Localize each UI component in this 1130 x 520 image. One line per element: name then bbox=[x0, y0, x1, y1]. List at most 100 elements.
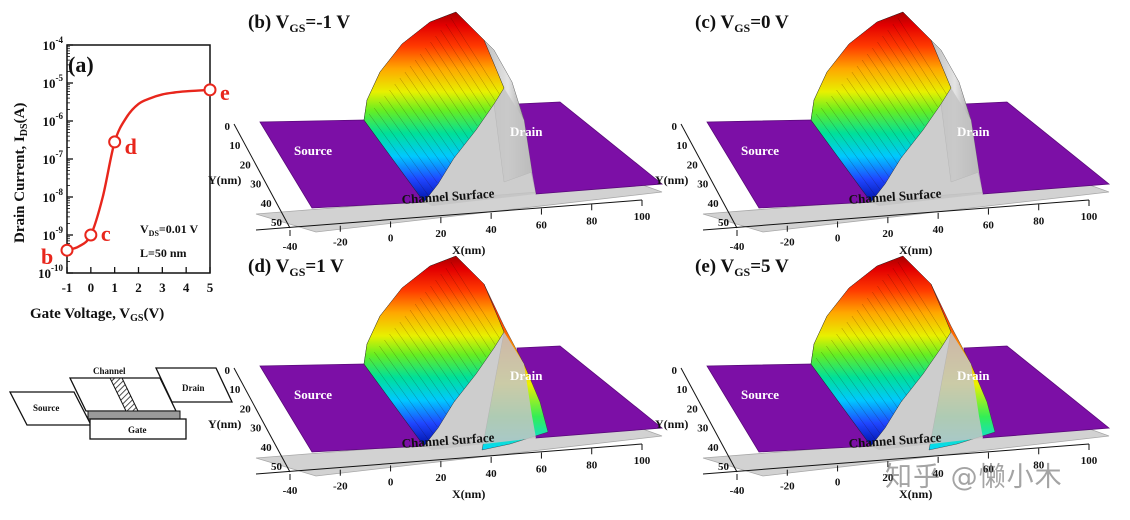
panel-a-label: (a) bbox=[68, 52, 94, 77]
x-tick-label: -40 bbox=[283, 485, 298, 497]
device-drain-label: Drain bbox=[182, 383, 205, 393]
panel-title: (e) VGS=5 V bbox=[695, 256, 789, 279]
iv-marker-c bbox=[84, 228, 98, 242]
iv-marker-e bbox=[203, 83, 217, 97]
x-tick-label: 60 bbox=[536, 464, 548, 476]
y-tick-label: 20 bbox=[240, 159, 252, 171]
drain-region-label: Drain bbox=[510, 124, 543, 139]
panel-title: (b) VGS=-1 V bbox=[248, 12, 350, 35]
y-tick-label: 30 bbox=[250, 179, 262, 191]
iv-y-tick-label: 10-5 bbox=[43, 73, 64, 91]
x-tick-label: 100 bbox=[634, 455, 651, 467]
gate-label: Gate bbox=[128, 425, 147, 435]
y-axis-line bbox=[233, 367, 291, 473]
iv-y-axis-label: Drain Current, IDS(A) bbox=[12, 103, 30, 243]
drain-region-label: Drain bbox=[957, 124, 990, 139]
drain-block bbox=[154, 367, 234, 403]
channel-surface-label: Channel Surface bbox=[848, 430, 942, 451]
surface-plot-c: -40 -20 0 20 40 60 80 100 0 10 20 30 40 50 X(nm) Y(nm) S… bbox=[655, 11, 1111, 257]
drain-surface bbox=[516, 101, 664, 195]
iv-marker-label-c: c bbox=[101, 221, 111, 246]
y-tick-label: 50 bbox=[718, 217, 730, 229]
y-tick-label: 10 bbox=[229, 140, 241, 152]
x-tick-label: -20 bbox=[333, 481, 348, 493]
x-tick-label: 40 bbox=[933, 224, 945, 236]
iv-marker-label-b: b bbox=[41, 244, 53, 269]
x-axis-label: X(nm) bbox=[899, 243, 932, 257]
source-region-label: Source bbox=[294, 387, 332, 402]
x-tick-label: 0 bbox=[388, 476, 394, 488]
surface-plot-d: -40 -20 0 20 40 60 80 100 0 10 20 30 40 50 X(nm) Y(nm) S… bbox=[208, 255, 664, 501]
iv-x-tick-label: 5 bbox=[207, 280, 214, 295]
x-tick-label: -40 bbox=[730, 241, 745, 253]
x-tick-label: 60 bbox=[983, 464, 995, 476]
x-tick-label: 100 bbox=[1081, 211, 1098, 223]
y-tick-label: 40 bbox=[261, 442, 273, 454]
y-tick-label: 50 bbox=[271, 217, 283, 229]
drain-region-label: Drain bbox=[957, 368, 990, 383]
x-axis-line bbox=[255, 443, 643, 475]
potential-ridge-top bbox=[810, 11, 952, 203]
x-tick-label: -40 bbox=[283, 241, 298, 253]
channel-surface-label: Channel Surface bbox=[848, 186, 942, 207]
y-tick-label: 40 bbox=[708, 198, 720, 210]
x-tick-label: 80 bbox=[586, 459, 598, 471]
iv-x-tick-label: -1 bbox=[62, 280, 73, 295]
x-axis-label: X(nm) bbox=[452, 243, 485, 257]
x-tick-label: -20 bbox=[333, 237, 348, 249]
x-tick-label: 20 bbox=[882, 228, 894, 240]
iv-x-tick-label: 1 bbox=[111, 280, 118, 295]
y-tick-label: 40 bbox=[261, 198, 273, 210]
gate-oxide bbox=[87, 410, 181, 420]
panel-title: (c) VGS=0 V bbox=[695, 12, 789, 35]
length-annotation: L=50 nm bbox=[140, 246, 187, 260]
x-tick-label: 20 bbox=[882, 472, 894, 484]
iv-x-axis-label: Gate Voltage, VGS(V) bbox=[30, 306, 164, 324]
x-axis-line bbox=[255, 199, 643, 231]
panel-title: (d) VGS=1 V bbox=[248, 256, 344, 279]
iv-y-tick-label: 10-7 bbox=[43, 149, 64, 167]
y-tick-label: 30 bbox=[697, 179, 709, 191]
x-tick-label: 0 bbox=[835, 232, 841, 244]
y-axis-line bbox=[680, 367, 738, 473]
vds-annotation: VDS=0.01 V bbox=[140, 222, 199, 238]
y-axis-label: Y(nm) bbox=[655, 417, 688, 431]
watermark: 知乎 @懒小木 bbox=[885, 462, 1063, 493]
iv-marker-label-e: e bbox=[220, 80, 230, 105]
y-tick-label: 20 bbox=[687, 403, 699, 415]
x-tick-label: 40 bbox=[933, 468, 945, 480]
iv-marker-label-d: d bbox=[125, 134, 137, 159]
gate-block bbox=[89, 418, 187, 440]
y-tick-label: 0 bbox=[672, 121, 678, 133]
source-region-label: Source bbox=[741, 387, 779, 402]
surface-plot-e: -40 -20 0 20 40 60 80 100 0 10 20 30 40 50 X(nm) Y(nm) S… bbox=[655, 255, 1111, 501]
x-axis-label: X(nm) bbox=[899, 487, 932, 501]
x-tick-label: 80 bbox=[1033, 459, 1045, 471]
y-axis-label: Y(nm) bbox=[208, 417, 241, 431]
x-tick-label: 100 bbox=[1081, 455, 1098, 467]
x-tick-label: 80 bbox=[1033, 215, 1045, 227]
device-diagram: Channel Source Drain Gate bbox=[8, 366, 234, 440]
source-region-label: Source bbox=[741, 143, 779, 158]
x-axis-line bbox=[702, 443, 1090, 475]
iv-marker-d bbox=[108, 135, 122, 149]
potential-ridge-top bbox=[363, 255, 505, 447]
y-tick-label: 0 bbox=[225, 121, 231, 133]
y-tick-label: 0 bbox=[225, 365, 231, 377]
x-tick-label: -40 bbox=[730, 485, 745, 497]
y-tick-label: 30 bbox=[250, 423, 262, 435]
channel-surface bbox=[871, 332, 983, 450]
channel-surface bbox=[871, 88, 983, 206]
y-tick-label: 50 bbox=[271, 461, 283, 473]
potential-ridge-top bbox=[363, 11, 505, 203]
iv-y-tick-label: 10-4 bbox=[43, 35, 64, 53]
channel-surface-label: Channel Surface bbox=[401, 186, 495, 207]
channel-surface bbox=[424, 332, 536, 450]
channel-surface-label: Channel Surface bbox=[401, 430, 495, 451]
x-tick-label: -20 bbox=[780, 237, 795, 249]
channel-label: Channel bbox=[93, 366, 126, 376]
y-tick-label: 50 bbox=[718, 461, 730, 473]
x-tick-label: 100 bbox=[634, 211, 651, 223]
x-axis-label: X(nm) bbox=[452, 487, 485, 501]
